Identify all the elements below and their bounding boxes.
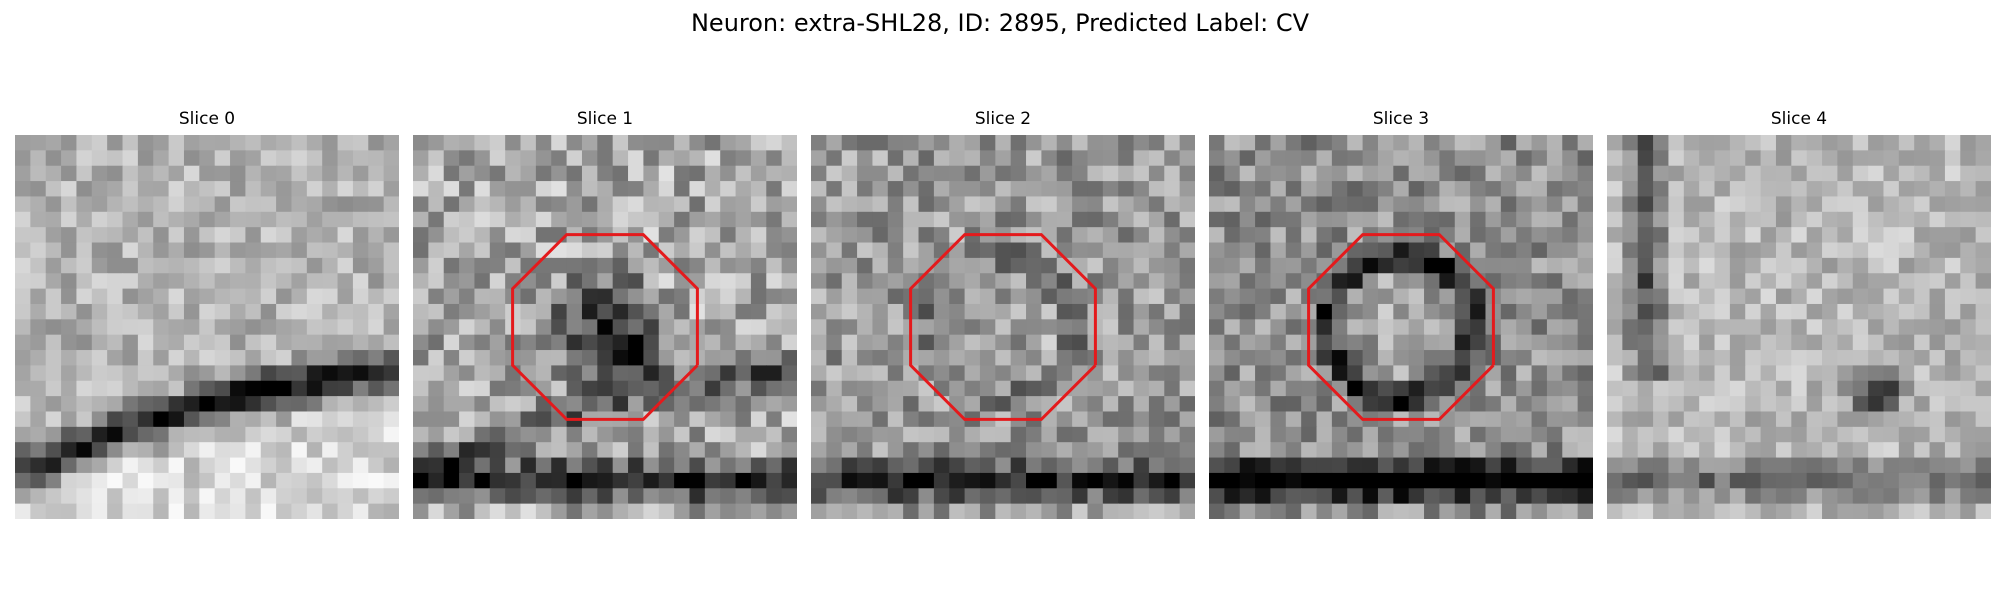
slice-image-1 bbox=[413, 135, 797, 519]
slice-title-1: Slice 1 bbox=[576, 109, 634, 129]
roi-octagon-1 bbox=[511, 233, 699, 421]
roi-octagon-3 bbox=[1307, 233, 1495, 421]
slice-panel-2: Slice 2 bbox=[811, 108, 1195, 520]
figure-title: Neuron: extra-SHL28, ID: 2895, Predicted… bbox=[690, 9, 1310, 37]
roi-octagon-2 bbox=[909, 233, 1097, 421]
slice-panel-3: Slice 3 bbox=[1209, 108, 1593, 520]
slice-title-2: Slice 2 bbox=[974, 109, 1032, 129]
slice-image-2 bbox=[811, 135, 1195, 519]
slice-image-0 bbox=[15, 135, 399, 519]
slice-title-0: Slice 0 bbox=[178, 109, 236, 129]
slice-title-3: Slice 3 bbox=[1372, 109, 1430, 129]
slice-panel-4: Slice 4 bbox=[1607, 108, 1991, 520]
slice-panel-1: Slice 1 bbox=[413, 108, 797, 520]
slice-image-3 bbox=[1209, 135, 1593, 519]
slice-panel-0: Slice 0 bbox=[15, 108, 399, 520]
slice-image-4 bbox=[1607, 135, 1991, 519]
slice-title-4: Slice 4 bbox=[1770, 109, 1828, 129]
